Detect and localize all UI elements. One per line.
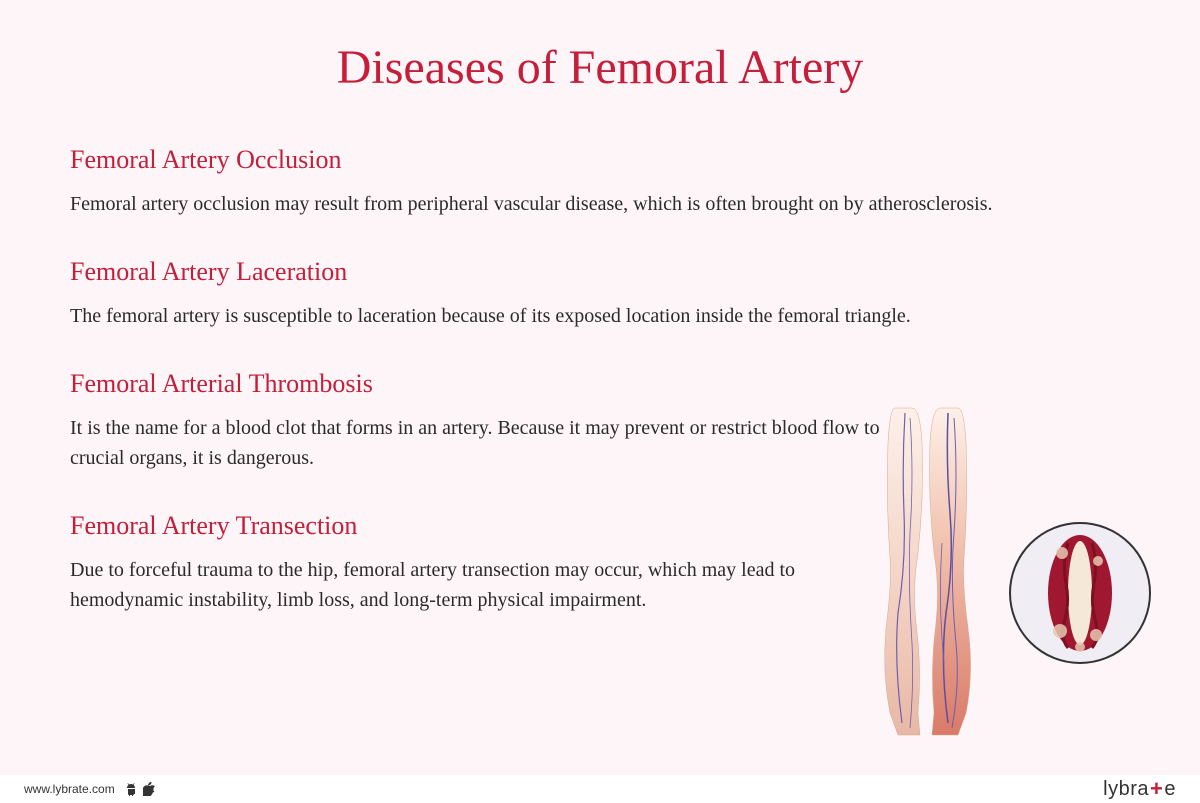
brand-logo: lybra+e — [1103, 776, 1176, 802]
page-title: Diseases of Femoral Artery — [70, 40, 1130, 95]
legs-illustration — [840, 403, 1160, 743]
footer-left: www.lybrate.com — [24, 782, 155, 796]
section-thrombosis: Femoral Arterial Thrombosis It is the na… — [70, 369, 890, 473]
section-laceration: Femoral Artery Laceration The femoral ar… — [70, 257, 1130, 331]
section-heading: Femoral Artery Occlusion — [70, 145, 1130, 175]
footer: www.lybrate.com lybra+e — [0, 775, 1200, 803]
apple-icon — [143, 782, 155, 796]
footer-url: www.lybrate.com — [24, 782, 115, 796]
section-body: Femoral artery occlusion may result from… — [70, 189, 1130, 219]
section-transection: Femoral Artery Transection Due to forcef… — [70, 511, 890, 615]
section-occlusion: Femoral Artery Occlusion Femoral artery … — [70, 145, 1130, 219]
section-body: It is the name for a blood clot that for… — [70, 413, 890, 473]
section-heading: Femoral Artery Transection — [70, 511, 890, 541]
footer-platform-icons — [125, 782, 155, 796]
section-body: Due to forceful trauma to the hip, femor… — [70, 555, 890, 615]
infographic-container: Diseases of Femoral Artery Femoral Arter… — [0, 0, 1200, 803]
section-heading: Femoral Artery Laceration — [70, 257, 1130, 287]
brand-suffix: e — [1164, 778, 1176, 801]
brand-plus-icon: + — [1150, 776, 1163, 802]
android-icon — [125, 782, 137, 796]
brand-prefix: lybra — [1103, 778, 1149, 801]
section-heading: Femoral Arterial Thrombosis — [70, 369, 890, 399]
section-body: The femoral artery is susceptible to lac… — [70, 301, 1130, 331]
